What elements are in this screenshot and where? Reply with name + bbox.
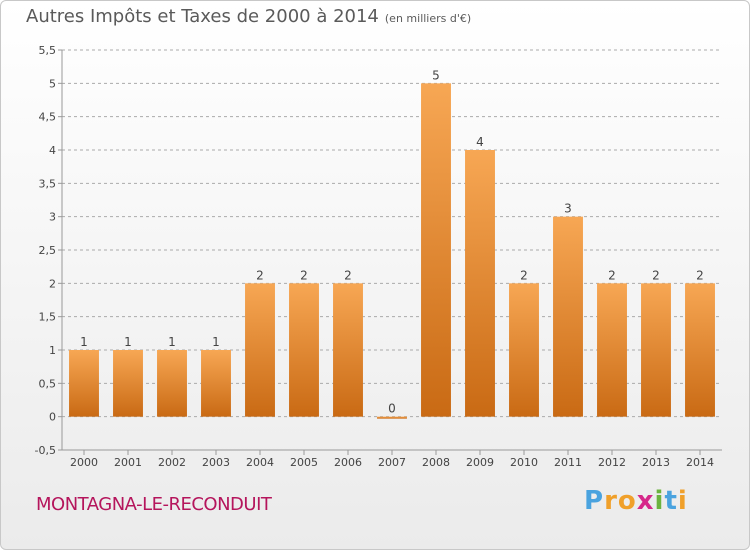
- x-tick-label: 2013: [642, 456, 670, 469]
- data-label: 1: [212, 335, 220, 349]
- bar-2006: [333, 283, 363, 417]
- bar-2003: [201, 350, 231, 417]
- data-label: 2: [300, 268, 308, 282]
- logo-letter: o: [617, 486, 637, 516]
- x-tick-label: 2010: [510, 456, 538, 469]
- logo-letter: i: [654, 486, 665, 516]
- labels: -0,5 0 0,5 1 1,5 2 2,5 3 3,5 4 4,5 5 5,5 1 2000 1 2001 1 2…: [35, 44, 714, 469]
- bar-2004: [245, 283, 275, 417]
- data-label: 2: [696, 268, 704, 282]
- logo-letter: r: [604, 486, 618, 516]
- x-tick-label: 2006: [334, 456, 362, 469]
- bar-2000: [69, 350, 99, 417]
- bar-2007: [377, 416, 407, 419]
- chart-title-text: Autres Impôts et Taxes de 2000 à 2014: [26, 6, 379, 27]
- bars: [69, 83, 715, 419]
- y-tick-label: 0,5: [39, 377, 57, 390]
- x-tick-label: 2014: [686, 456, 714, 469]
- x-tick-label: 2007: [378, 456, 406, 469]
- x-tick-label: 2011: [554, 456, 582, 469]
- x-tick-label: 2002: [158, 456, 186, 469]
- data-label: 1: [80, 335, 88, 349]
- bar-2002: [157, 350, 187, 417]
- bar-2010: [509, 283, 539, 417]
- y-tick-label: -0,5: [35, 444, 56, 457]
- data-label: 2: [256, 268, 264, 282]
- data-label: 0: [388, 402, 396, 416]
- logo-letter: x: [636, 486, 655, 516]
- y-tick-label: 4: [49, 144, 56, 157]
- data-label: 4: [476, 135, 484, 149]
- y-tick-label: 2: [49, 277, 56, 290]
- logo-letter: i: [677, 486, 688, 516]
- logo-letter: t: [664, 486, 678, 516]
- x-tick-label: 2000: [70, 456, 98, 469]
- x-tick-label: 2009: [466, 456, 494, 469]
- y-tick-label: 1: [49, 344, 56, 357]
- data-label: 2: [652, 268, 660, 282]
- axes: [58, 49, 722, 455]
- logo-letter: P: [584, 486, 605, 516]
- bar-2005: [289, 283, 319, 417]
- y-tick-label: 2,5: [39, 244, 57, 257]
- data-label: 2: [608, 268, 616, 282]
- proxiti-logo: Proxiti: [584, 486, 688, 516]
- data-label: 2: [520, 268, 528, 282]
- bar-2009: [465, 150, 495, 417]
- x-tick-label: 2008: [422, 456, 450, 469]
- y-tick-label: 1,5: [39, 311, 57, 324]
- bar-2001: [113, 350, 143, 417]
- x-tick-label: 2005: [290, 456, 318, 469]
- x-tick-label: 2001: [114, 456, 142, 469]
- data-label: 1: [168, 335, 176, 349]
- x-tick-label: 2004: [246, 456, 274, 469]
- data-label: 3: [564, 202, 572, 216]
- bar-2011: [553, 216, 583, 417]
- y-tick-label: 3: [49, 211, 56, 224]
- bar-2014: [685, 283, 715, 417]
- x-tick-label: 2003: [202, 456, 230, 469]
- chart-title: Autres Impôts et Taxes de 2000 à 2014 (en…: [26, 6, 471, 27]
- y-tick-label: 5,5: [39, 44, 57, 57]
- y-tick-label: 5: [49, 77, 56, 90]
- bar-2012: [597, 283, 627, 417]
- y-tick-label: 4,5: [39, 111, 57, 124]
- chart-unit: (en milliers d'€): [384, 12, 472, 25]
- y-tick-label: 0: [49, 411, 56, 424]
- data-label: 5: [432, 68, 440, 82]
- bar-2008: [421, 83, 451, 417]
- x-tick-label: 2012: [598, 456, 626, 469]
- data-label: 2: [344, 268, 352, 282]
- bar-2013: [641, 283, 671, 417]
- commune-name: MONTAGNA-LE-RECONDUIT: [36, 494, 272, 515]
- y-tick-label: 3,5: [39, 177, 57, 190]
- data-label: 1: [124, 335, 132, 349]
